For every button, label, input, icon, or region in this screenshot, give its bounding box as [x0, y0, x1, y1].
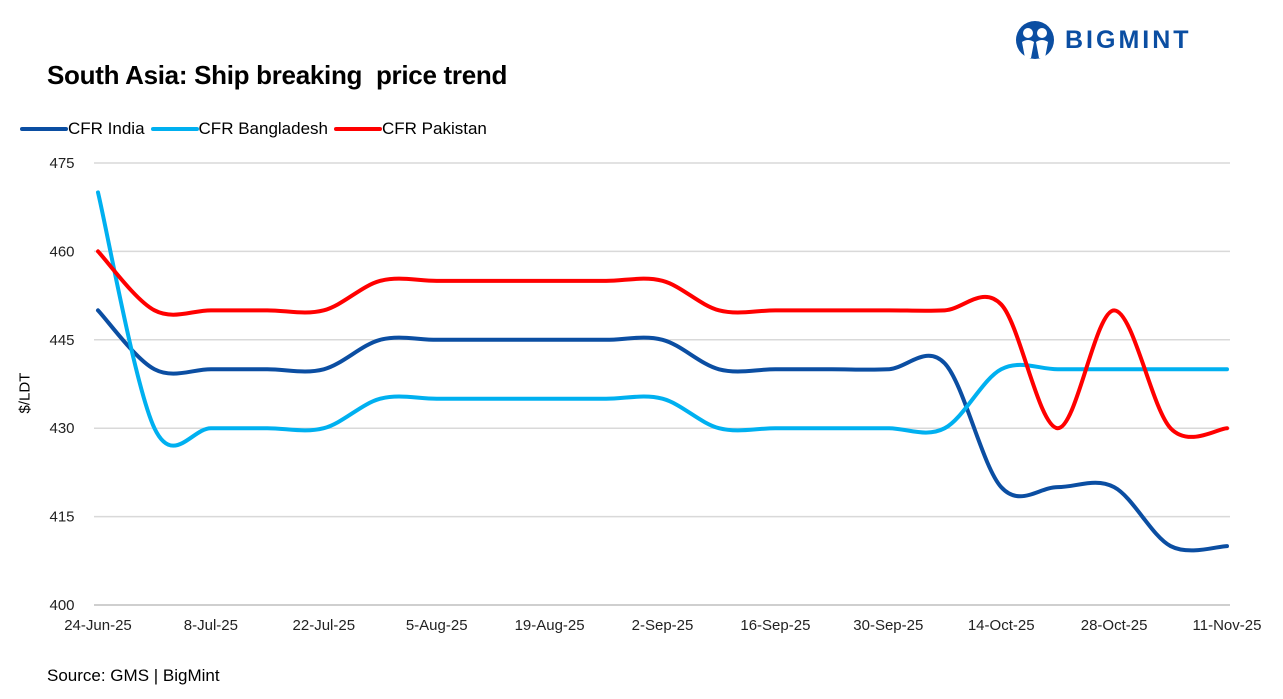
x-tick-label: 22-Jul-25 [293, 617, 356, 634]
y-tick-label: 460 [49, 243, 74, 260]
chart-title: South Asia: Ship breaking price trend [47, 60, 508, 90]
x-tick-label: 16-Sep-25 [740, 617, 810, 634]
y-tick-label: 400 [49, 597, 74, 614]
logo-people-icon [1016, 21, 1054, 59]
legend-item-india: CFR India [20, 119, 145, 139]
x-tick-label: 19-Aug-25 [515, 617, 585, 634]
source-note: Source: GMS | BigMint [47, 666, 220, 685]
x-tick-label: 5-Aug-25 [406, 617, 468, 634]
legend: CFR India CFR Bangladesh CFR Pakistan [20, 119, 493, 139]
legend-swatch [334, 127, 382, 131]
series-line-cfr-india [96, 308, 1229, 553]
legend-swatch [150, 127, 199, 131]
y-tick-label: 415 [49, 509, 74, 526]
legend-swatch [20, 127, 68, 131]
legend-label: CFR India [68, 119, 145, 138]
y-tick-label: 430 [49, 420, 74, 437]
x-tick-label: 28-Oct-25 [1081, 617, 1148, 634]
x-tick-label: 24-Jun-25 [64, 617, 132, 634]
logo-text: BIGMINT [1065, 25, 1192, 54]
bigmint-logo: BIGMINT [1015, 20, 1192, 60]
x-tick-label: 2-Sep-25 [632, 617, 694, 634]
x-tick-label: 30-Sep-25 [853, 617, 923, 634]
x-tick-label: 8-Jul-25 [184, 617, 238, 634]
legend-item-pakistan: CFR Pakistan [334, 119, 487, 139]
y-tick-label: 445 [49, 332, 74, 349]
series-line-cfr-pakistan [96, 249, 1229, 439]
y-tick-label: 475 [49, 155, 74, 172]
x-tick-label: 11-Nov-25 [1193, 617, 1262, 634]
legend-label: CFR Pakistan [382, 119, 487, 138]
legend-label: CFR Bangladesh [198, 119, 328, 138]
series-line-cfr-bangladesh [96, 190, 1229, 448]
legend-item-bangladesh: CFR Bangladesh [150, 119, 328, 139]
x-tick-label: 14-Oct-25 [968, 617, 1035, 634]
